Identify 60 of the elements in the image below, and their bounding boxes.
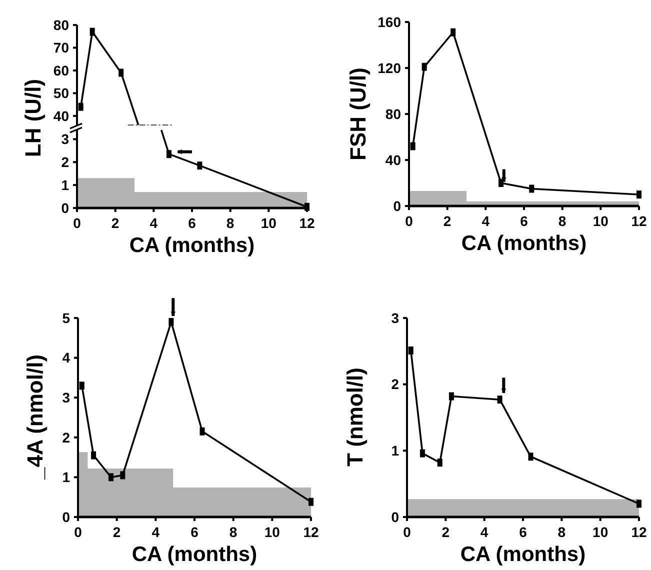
x-tick-label: 8 [226,215,234,231]
y-tick-label: 3 [61,131,70,148]
x-tick-label: 2 [442,524,450,540]
y-tick-label: 0 [391,508,400,525]
x-tick-label: 10 [260,215,277,231]
y-axis-title: FSH (U/l) [346,68,371,160]
x-axis-title: CA (months) [129,234,255,257]
x-axis-title: CA (months) [461,232,587,255]
x-tick-label: 6 [519,524,528,540]
x-tick-label: 12 [303,524,319,540]
y-tick-label: 0 [62,508,70,525]
x-tick-label: 2 [112,524,121,540]
x-tick-label: 4 [482,213,490,229]
x-tick-label: 10 [592,524,608,540]
y-axis-title: T (nmol/l) [342,368,368,466]
x-tick-label: 8 [558,524,566,540]
y-tick-label: 80 [385,106,402,122]
y-tick-label: 80 [53,16,70,33]
x-tick-label: 2 [111,215,120,231]
y-tick-label: 5 [62,310,70,326]
x-tick-label: 12 [631,213,647,229]
x-axis-title: CA (months) [460,543,586,566]
x-tick-label: 4 [150,215,158,231]
x-tick-label: 12 [299,215,315,231]
x-tick-label: 6 [190,524,199,540]
y-tick-label: 50 [53,85,70,102]
x-tick-label: 4 [152,524,160,540]
y-tick-label: 1 [62,469,70,486]
y-tick-label: 1 [391,442,400,459]
y-tick-label: 40 [385,152,402,168]
x-tick-label: 0 [403,524,412,540]
x-tick-label: 0 [405,213,414,229]
y-tick-label: 1 [61,176,70,193]
y-tick-label: 2 [61,154,70,170]
x-tick-label: 10 [592,213,609,229]
y-tick-label: 2 [62,429,70,446]
x-tick-label: 6 [520,213,528,229]
y-tick-label: 4 [62,350,70,366]
x-axis-title: CA (months) [132,543,258,566]
y-tick-label: 0 [393,198,402,214]
x-tick-label: 0 [74,524,82,540]
x-tick-label: 8 [229,524,238,540]
x-tick-label: 6 [188,215,196,231]
y-axis-title: LH (U/l) [20,78,46,158]
y-tick-label: 3 [62,390,70,406]
y-tick-label: 160 [378,14,402,30]
y-tick-label: 40 [53,108,70,124]
y-tick-label: 120 [378,60,402,76]
y-tick-label: 0 [61,200,70,216]
y-axis-title: _4A (nmol/l) [22,354,48,481]
x-tick-label: 0 [73,215,82,231]
y-tick-label: 60 [53,62,70,78]
x-tick-label: 4 [480,524,488,540]
x-tick-label: 8 [558,213,566,229]
x-tick-label: 10 [264,524,280,540]
x-tick-label: 2 [443,213,452,229]
y-tick-label: 2 [391,376,400,392]
y-tick-label: 3 [391,310,400,326]
y-tick-label: 70 [53,40,70,56]
x-tick-label: 12 [631,524,647,540]
